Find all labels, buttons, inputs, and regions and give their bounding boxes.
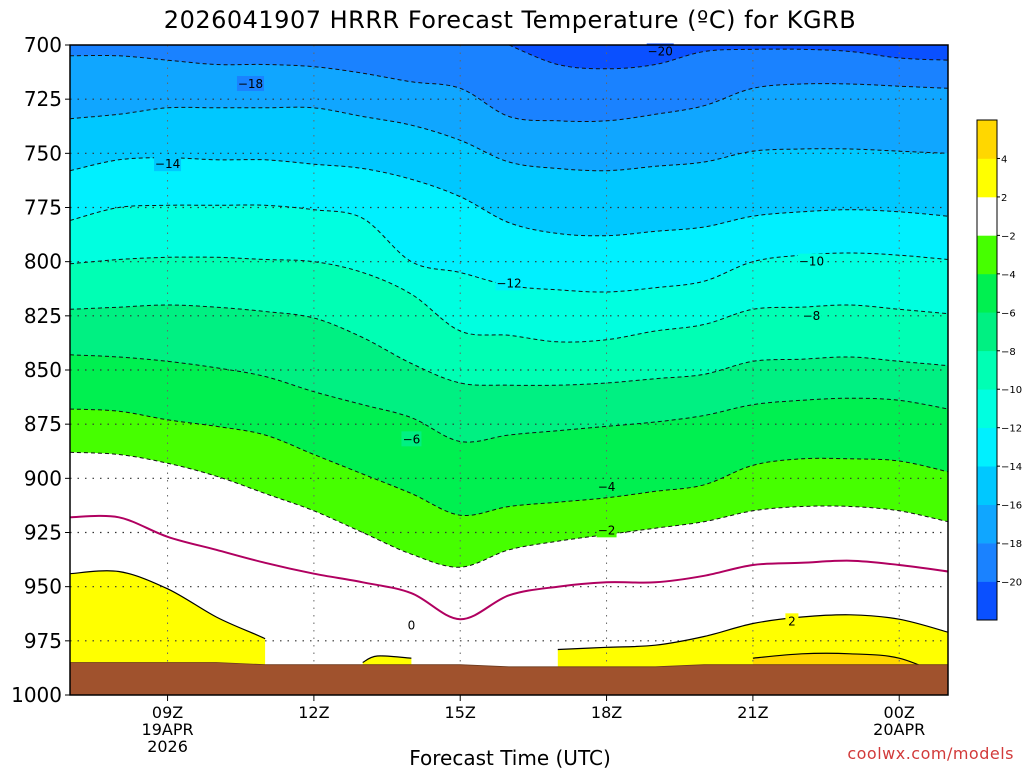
y-tick-label: 775 — [24, 196, 62, 220]
colorbar-swatch — [977, 543, 997, 582]
isotherm-minus-16 — [70, 106, 948, 172]
colorbar-tick-label: −14 — [1001, 462, 1022, 473]
colorbar-swatch — [977, 312, 997, 352]
isotherm-contours — [70, 45, 948, 679]
colorbar-tick-label: −16 — [1001, 501, 1022, 512]
colorbar-swatch — [977, 350, 997, 390]
x-tick-label: 09Z — [152, 703, 183, 722]
isotherm-label-bg — [646, 43, 674, 59]
colorbar-swatch — [977, 581, 997, 621]
colorbar-tick-label: −12 — [1001, 424, 1022, 435]
y-tick-label: 950 — [24, 575, 62, 599]
credit-text: coolwx.com/models — [847, 744, 1014, 763]
isotherm-minus-18 — [70, 54, 948, 123]
y-tick-label: 875 — [24, 412, 62, 436]
colorbar-tick-label: −18 — [1001, 539, 1022, 550]
isotherm-label-bg — [797, 253, 825, 269]
colorbar-swatch — [977, 196, 997, 236]
temperature-fill-layer — [70, 45, 948, 695]
isotherm-2 — [557, 614, 948, 651]
y-tick-label: 825 — [24, 304, 62, 328]
ground-layer — [70, 662, 948, 695]
x-tick-label: 20APR — [873, 720, 925, 739]
colorbar-tick-label: −20 — [1001, 578, 1022, 589]
isotherm-label: −2 — [598, 523, 616, 537]
colorbar-swatch — [977, 120, 997, 159]
colorbar-tick-label: 4 — [1001, 154, 1007, 165]
y-tick-label: 700 — [24, 33, 62, 57]
y-tick-label: 1000 — [11, 683, 62, 707]
x-tick-label: 18Z — [591, 703, 622, 722]
x-tick-label: 12Z — [298, 703, 329, 722]
isotherm-minus-20 — [508, 45, 948, 70]
isotherm-minus-4 — [70, 408, 948, 517]
colorbar-tick-label: −8 — [1001, 347, 1016, 358]
colorbar-tick-label: −4 — [1001, 270, 1016, 281]
chart-title: 2026041907 HRRR Forecast Temperature (ºC… — [164, 6, 856, 34]
isotherm-2-lobe — [70, 570, 266, 640]
isotherm-label-bg — [785, 613, 799, 629]
isotherm-label-bg — [154, 156, 182, 172]
y-tick-label: 850 — [24, 358, 62, 382]
y-tick-label: 800 — [24, 250, 62, 274]
colorbar-tick-label: −6 — [1001, 308, 1016, 319]
isotherm-label: −14 — [155, 157, 180, 171]
colorbar-swatch — [977, 466, 997, 505]
colorbar-tick-label: −10 — [1001, 385, 1022, 396]
isotherm-minus-8 — [70, 304, 948, 386]
y-tick-label: 975 — [24, 629, 62, 653]
isotherm-label: 0 — [408, 619, 416, 633]
colorbar-swatch — [977, 427, 997, 467]
isotherm-label: −8 — [803, 309, 821, 323]
colorbar-frame — [976, 119, 998, 621]
isotherm-label: −4 — [598, 480, 616, 494]
isotherm-label-bg — [495, 275, 523, 291]
x-tick-label: 21Z — [737, 703, 768, 722]
isotherm-4 — [752, 652, 948, 679]
ground-surface — [70, 662, 948, 695]
isotherm-label: −6 — [403, 432, 421, 446]
isotherm-label-bg — [596, 479, 617, 494]
isotherm-label-bg — [404, 617, 418, 633]
isotherm-label: −18 — [238, 77, 263, 91]
y-tick-label: 900 — [24, 466, 62, 490]
isotherm-label-bg — [596, 522, 617, 538]
isotherm-minus-10 — [70, 256, 948, 343]
isotherm-label: −12 — [496, 276, 521, 290]
y-tick-label: 725 — [24, 87, 62, 111]
colorbar-swatch — [977, 235, 997, 275]
isotherm-labels: −20−18−14−12−10−8−6−4−20 2 — [154, 43, 825, 633]
colorbar-swatch — [977, 504, 997, 544]
isotherm-2-blip — [362, 655, 412, 664]
band-below-18 — [70, 45, 948, 122]
x-tick-label: 19APR — [142, 720, 194, 739]
isotherm-label: −20 — [648, 45, 673, 59]
colorbar-swatch — [977, 158, 997, 198]
isotherm-label: 2 — [788, 614, 796, 628]
isotherm-minus-2 — [70, 451, 948, 568]
pressure-axis: 700 725 750 775 800 825 850 875 900 925 950 975 1000 — [11, 33, 70, 707]
colorbar-swatch — [977, 273, 997, 313]
colorbar-tick-label: 2 — [1001, 193, 1007, 204]
x-tick-label: 2026 — [147, 737, 188, 756]
colorbar: −20 −18 −16 −14 −12 −10 −8 −6 −4 −2 2 4 — [976, 119, 1022, 621]
isotherm-label-bg — [401, 431, 422, 447]
isotherm-label: −10 — [799, 255, 824, 269]
colorbar-tick-label: −2 — [1001, 231, 1016, 242]
isotherm-label-bg — [236, 76, 264, 91]
band-below-20 — [509, 45, 948, 69]
y-tick-label: 925 — [24, 521, 62, 545]
y-tick-label: 750 — [24, 141, 62, 165]
isotherm-label-bg — [801, 307, 822, 323]
x-tick-label: 15Z — [445, 703, 476, 722]
x-tick-label: 00Z — [884, 703, 915, 722]
colorbar-swatch — [977, 389, 997, 428]
x-axis-label: Forecast Time (UTC) — [409, 746, 611, 768]
isotherm-minus-14 — [70, 157, 948, 237]
isotherm-0 — [70, 514, 948, 621]
